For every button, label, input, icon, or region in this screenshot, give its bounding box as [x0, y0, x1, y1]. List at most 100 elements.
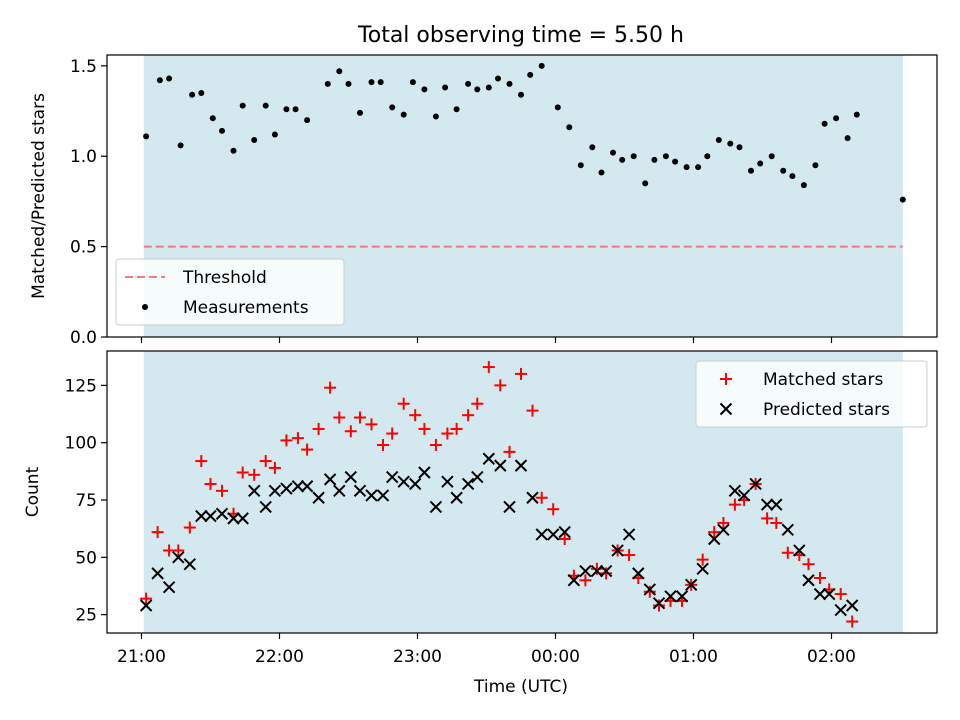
- measurement-point-2: [166, 75, 173, 82]
- measurement-point-40: [589, 144, 596, 151]
- predicted-point-45: [622, 528, 636, 541]
- measurement-point-24: [409, 79, 416, 86]
- measurement-point-4: [189, 91, 196, 98]
- predicted-point-30: [461, 477, 475, 491]
- predicted-point-62: [802, 574, 815, 587]
- measurement-point-44: [630, 153, 637, 160]
- measurement-point-62: [821, 120, 828, 127]
- measurement-point-48: [672, 158, 679, 165]
- predicted-point-48: [652, 596, 666, 610]
- measurement-point-57: [768, 153, 775, 160]
- predicted-point-59: [770, 498, 783, 511]
- predicted-point-66: [845, 599, 859, 612]
- matched-point-24: [397, 397, 410, 410]
- matched-point-58: [761, 512, 774, 525]
- bottom-legend-box: [695, 360, 928, 428]
- predicted-point-7: [215, 507, 229, 520]
- predicted-point-38: [546, 528, 560, 541]
- top-y-tick-label-3: 1.5: [70, 57, 97, 77]
- matched-point-52: [696, 553, 709, 566]
- predicted-point-40: [567, 574, 581, 587]
- measurement-point-11: [262, 102, 269, 109]
- measurement-point-19: [357, 109, 363, 116]
- measurement-point-20: [368, 79, 375, 86]
- matched-point-26: [418, 422, 431, 435]
- measurement-point-50: [695, 164, 702, 171]
- matched-point-18: [333, 411, 346, 424]
- matched-point-9: [236, 466, 249, 479]
- matched-point-25: [409, 409, 422, 422]
- predicted-point-52: [696, 562, 709, 576]
- predicted-point-1: [151, 567, 164, 580]
- measurement-point-34: [518, 91, 524, 98]
- x-tick-label-4: 01:00: [669, 647, 718, 667]
- legend-measurements-label: Measurements: [183, 298, 309, 318]
- measurement-point-41: [598, 169, 605, 176]
- matched-point-6: [204, 477, 217, 490]
- predicted-point-22: [376, 489, 390, 502]
- predicted-point-36: [526, 491, 539, 504]
- predicted-point-32: [482, 452, 496, 465]
- bottom-y-axis-ticks: 25 50 75 100 125: [65, 376, 107, 626]
- measurement-point-22: [389, 104, 396, 111]
- measurement-point-29: [465, 80, 472, 87]
- measurement-point-30: [474, 86, 481, 93]
- measurement-point-51: [704, 153, 711, 160]
- bottom-y-tick-label-4: 125: [65, 376, 97, 396]
- measurement-point-36: [538, 62, 545, 69]
- matched-point-5: [195, 455, 208, 468]
- legend-threshold-label: Threshold: [182, 268, 267, 288]
- measurement-point-13: [283, 106, 290, 113]
- predicted-point-35: [514, 459, 528, 472]
- measurement-point-58: [780, 167, 787, 174]
- bottom-panel: 25 50 75 100 125 21:00 22:00 23:00 00:00 01:00 02…: [23, 350, 938, 697]
- predicted-point-12: [268, 484, 282, 498]
- matched-point-60: [781, 546, 794, 559]
- legend-predicted-swatch: [719, 402, 733, 416]
- predicted-point-46: [632, 567, 645, 580]
- measurement-point-31: [485, 84, 492, 91]
- matched-point-3: [172, 544, 185, 557]
- top-y-tick-label-1: 0.5: [70, 238, 97, 258]
- legend-matched-marker: [720, 373, 732, 385]
- measurement-point-63: [833, 115, 840, 122]
- matched-point-28: [441, 427, 454, 440]
- measurement-point-55: [748, 167, 754, 174]
- predicted-point-61: [793, 544, 806, 557]
- figure-title: Total observing time = 5.50 h: [357, 23, 684, 48]
- predicted-point-10: [247, 484, 261, 498]
- predicted-point-18: [333, 484, 346, 498]
- measurement-point-23: [400, 111, 407, 118]
- matched-point-37: [535, 491, 548, 504]
- measurement-point-15: [304, 117, 311, 124]
- matched-point-36: [526, 404, 539, 417]
- predicted-point-29: [450, 491, 463, 504]
- matched-point-34: [503, 445, 516, 458]
- predicted-point-26: [418, 466, 431, 479]
- matched-point-33: [494, 379, 507, 392]
- predicted-point-27: [429, 500, 443, 514]
- bottom-plot-frame: [106, 350, 938, 634]
- predicted-point-3: [172, 551, 185, 564]
- bottom-y-tick-label-2: 75: [75, 491, 97, 511]
- measurement-point-59: [789, 173, 796, 180]
- top-x-axis-ticks: [140, 337, 833, 343]
- measurement-point-8: [230, 147, 237, 154]
- predicted-point-64: [822, 587, 836, 601]
- matched-point-29: [450, 422, 463, 435]
- matched-point-42: [590, 562, 603, 575]
- x-tick-label-2: 23:00: [393, 647, 442, 667]
- measurement-point-39: [577, 162, 584, 169]
- top-legend: Threshold Measurements: [115, 258, 345, 326]
- measurement-point-66: [899, 196, 906, 203]
- measurement-point-28: [453, 106, 460, 113]
- predicted-point-9: [236, 512, 249, 525]
- matched-point-55: [728, 498, 741, 511]
- predicted-point-2: [162, 580, 176, 594]
- bottom-data-marks: [139, 361, 859, 628]
- predicted-point-34: [503, 500, 516, 514]
- predicted-point-17: [323, 473, 337, 486]
- matched-point-13: [280, 434, 293, 447]
- predicted-point-65: [834, 603, 847, 617]
